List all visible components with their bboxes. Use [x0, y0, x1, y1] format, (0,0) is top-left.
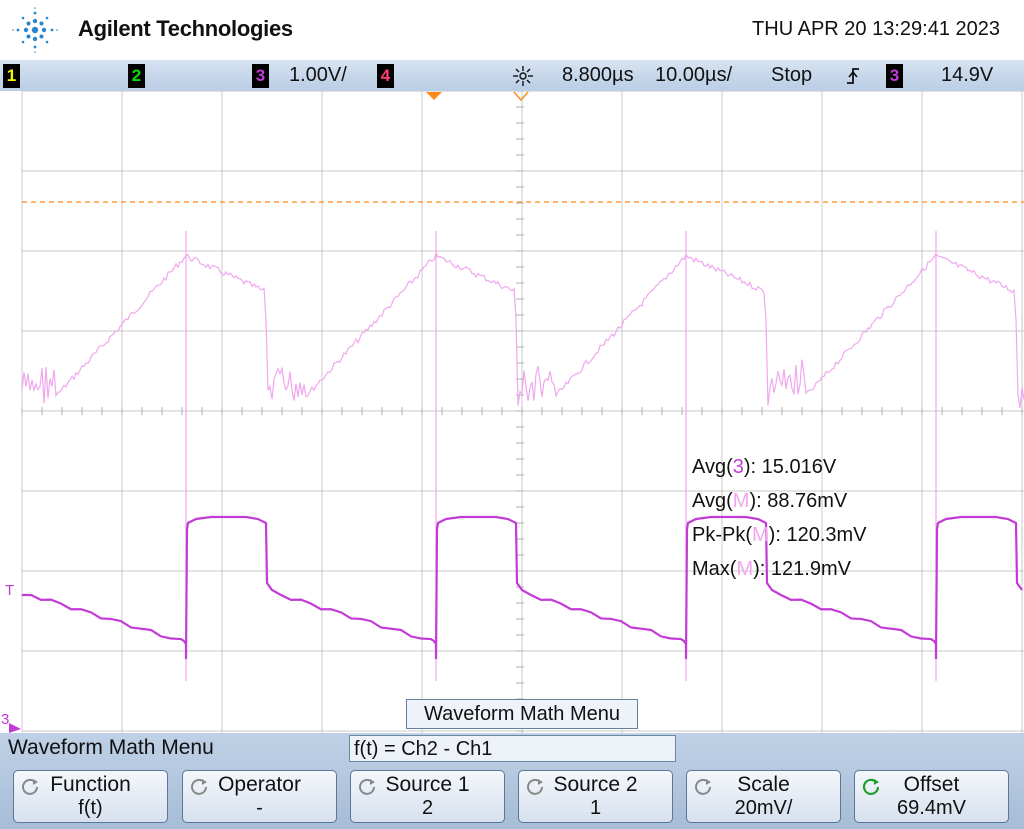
- menu-title: Waveform Math Menu: [8, 736, 214, 759]
- measurement-avg-ch3: Avg(3): 15.016V: [692, 456, 837, 478]
- operator-softkey[interactable]: Operator -: [182, 770, 337, 823]
- measurement-readouts: Avg(3): 15.016V Avg(M): 88.76mV Pk-Pk(M)…: [692, 450, 867, 586]
- source-1-softkey[interactable]: Source 1 2: [350, 770, 505, 823]
- source-2-softkey[interactable]: Source 2 1: [518, 770, 673, 823]
- trigger-source-indicator[interactable]: 3: [886, 64, 903, 88]
- rotate-knob-icon: [527, 778, 543, 795]
- function-expression: f(t) = Ch2 - Ch1: [349, 735, 676, 762]
- rotate-knob-icon: [191, 778, 207, 795]
- measurement-max-math: Max(M): 121.9mV: [692, 558, 851, 580]
- horizontal-delay: 8.800µs: [562, 64, 634, 86]
- channel-3-indicator[interactable]: 3: [252, 64, 269, 88]
- channel-3-waveform: [22, 515, 1023, 660]
- channel-1-indicator[interactable]: 1: [3, 64, 20, 88]
- offset-softkey[interactable]: Offset 69.4mV: [854, 770, 1009, 823]
- rotate-knob-icon: [22, 778, 38, 795]
- function-softkey[interactable]: Function f(t): [13, 770, 168, 823]
- trigger-position-marker: [426, 92, 442, 100]
- scale-softkey[interactable]: Scale 20mV/: [686, 770, 841, 823]
- softkey-panel: Waveform Math Menu f(t) = Ch2 - Ch1 Func…: [0, 733, 1024, 829]
- channel-3-scale: 1.00V/: [289, 64, 347, 86]
- channel-2-indicator[interactable]: 2: [128, 64, 145, 88]
- brand-name: Agilent Technologies: [78, 16, 293, 41]
- rotate-knob-icon: [359, 778, 375, 795]
- measurement-pkpk-math: Pk-Pk(M): 120.3mV: [692, 524, 867, 546]
- channel-4-indicator[interactable]: 4: [377, 64, 394, 88]
- sun-delay-icon: [513, 66, 533, 86]
- channel-3-ground-arrow: [9, 723, 21, 733]
- graticule: [21, 91, 1024, 733]
- trigger-rising-edge-icon: [847, 68, 859, 84]
- rotate-knob-icon: [862, 778, 880, 795]
- measurement-avg-math: Avg(M): 88.76mV: [692, 490, 848, 512]
- trigger-level-marker: T: [5, 582, 14, 599]
- rotate-knob-icon: [695, 778, 711, 795]
- run-state: Stop: [771, 64, 813, 86]
- status-bar: 1 2 3 1.00V/ 4 8.800µs 10.00µs/ Stop 3 1…: [0, 60, 1024, 92]
- header: Agilent Technologies THU APR 20 13:29:41…: [0, 0, 1024, 60]
- math-menu-label: Waveform Math Menu: [406, 699, 638, 729]
- waveform-display: T 3: [0, 91, 1024, 733]
- math-waveform: [21, 231, 1024, 681]
- date-time: THU APR 20 13:29:41 2023: [752, 18, 1000, 40]
- trigger-level: 14.9V: [941, 64, 994, 86]
- channel-3-ground-marker: 3: [1, 711, 9, 728]
- delay-reference-marker: [513, 91, 529, 102]
- timebase: 10.00µs/: [655, 64, 733, 86]
- agilent-spark-icon: [12, 7, 58, 53]
